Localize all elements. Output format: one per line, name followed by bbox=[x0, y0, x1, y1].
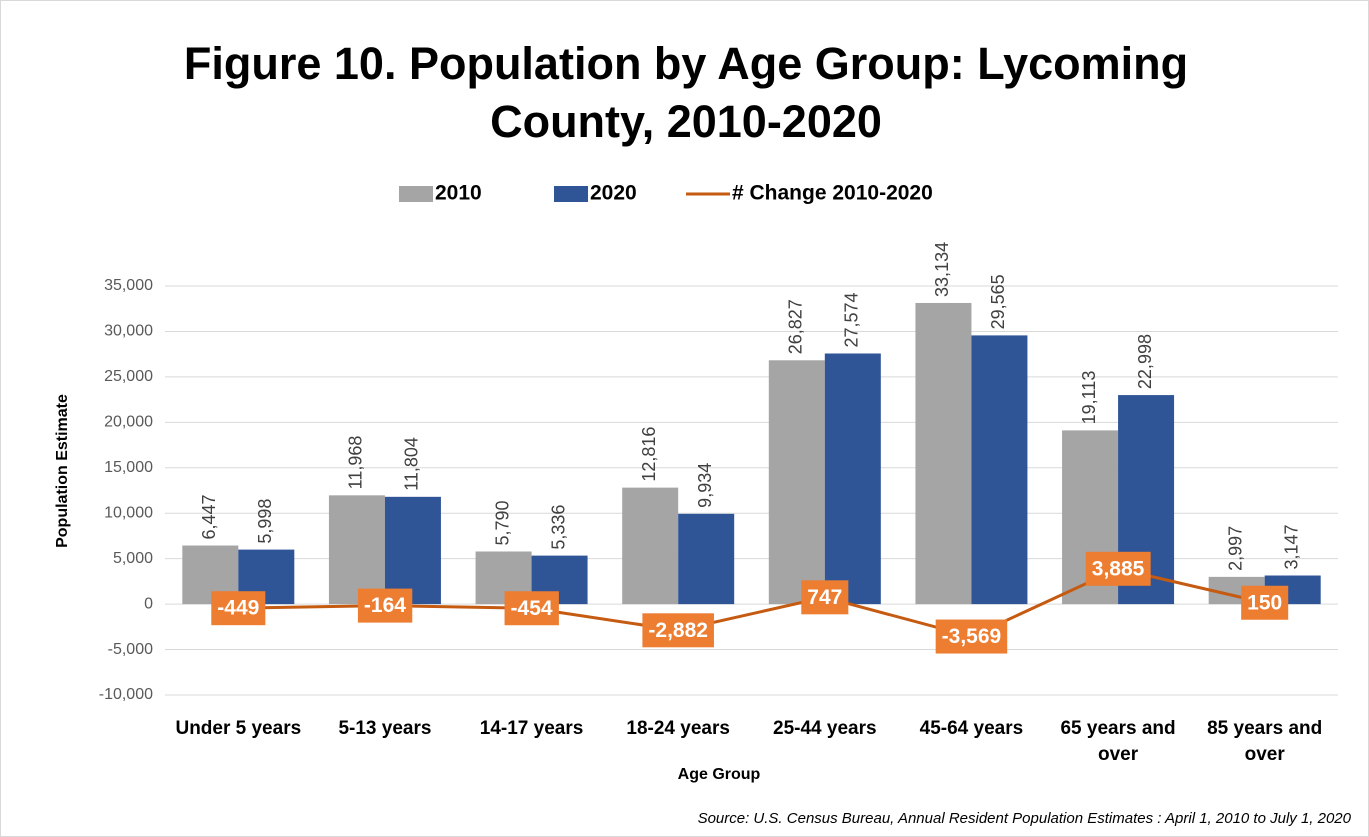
y-tick-label: 10,000 bbox=[104, 504, 153, 521]
line-value-label: 3,885 bbox=[1092, 557, 1145, 580]
y-axis-title: Population Estimate bbox=[54, 394, 71, 548]
bar-value-label: 11,804 bbox=[402, 437, 422, 491]
legend-label: # Change 2010-2020 bbox=[732, 182, 933, 205]
line-label: -164 bbox=[357, 588, 413, 623]
x-tick-label: 5-13 years bbox=[338, 718, 432, 739]
line-value-label: 747 bbox=[807, 586, 842, 609]
line-label-box bbox=[1085, 551, 1151, 586]
line-label: 747 bbox=[801, 580, 849, 615]
y-tick-label: -10,000 bbox=[99, 686, 153, 703]
x-tick-label: 65 years and over bbox=[1060, 718, 1176, 765]
legend-swatch bbox=[399, 186, 433, 202]
line-label: 150 bbox=[1241, 585, 1289, 620]
line-label-box bbox=[935, 619, 1008, 654]
line-label-box bbox=[1241, 585, 1289, 620]
y-tick-label: 5,000 bbox=[113, 550, 153, 567]
bar-value-label: 29,565 bbox=[988, 274, 1008, 329]
line-label-box bbox=[801, 580, 849, 615]
bar bbox=[678, 513, 735, 605]
bar bbox=[384, 496, 441, 605]
bar-value-label: 33,134 bbox=[932, 242, 952, 297]
bar-value-label: 5,790 bbox=[492, 500, 512, 545]
bar-value-label: 6,447 bbox=[199, 494, 219, 539]
y-tick-label: -5,000 bbox=[108, 641, 153, 658]
bar-value-label: 12,816 bbox=[639, 427, 659, 482]
y-tick-label: 15,000 bbox=[104, 459, 153, 476]
legend-label: 2010 bbox=[435, 182, 482, 205]
bar-value-label: 22,998 bbox=[1135, 334, 1155, 389]
y-tick-label: 30,000 bbox=[104, 323, 153, 340]
bar bbox=[824, 353, 881, 605]
line-value-label: -164 bbox=[364, 594, 406, 617]
line-label: -449 bbox=[211, 591, 266, 626]
bar-value-label: 5,336 bbox=[548, 505, 568, 550]
bar bbox=[622, 487, 679, 605]
x-tick-label: 18-24 years bbox=[626, 718, 730, 739]
line-value-label: -2,882 bbox=[648, 619, 708, 642]
bar-value-label: 19,113 bbox=[1079, 371, 1099, 425]
y-tick-label: 20,000 bbox=[104, 414, 153, 431]
bar-value-label: 27,574 bbox=[842, 292, 862, 347]
x-tick-label: 25-44 years bbox=[773, 718, 877, 739]
bar bbox=[915, 302, 972, 605]
y-tick-label: 0 bbox=[144, 595, 153, 612]
x-tick-label: 45-64 years bbox=[919, 718, 1024, 739]
x-tick-label: 14-17 years bbox=[479, 718, 584, 739]
legend-swatch bbox=[554, 186, 588, 202]
line-label: -3,569 bbox=[935, 619, 1008, 654]
y-tick-label: 25,000 bbox=[104, 368, 153, 385]
bar-value-label: 11,968 bbox=[346, 436, 366, 490]
line-label-box bbox=[357, 588, 413, 623]
source-note: Source: U.S. Census Bureau, Annual Resid… bbox=[698, 810, 1352, 827]
legend-label: 2020 bbox=[590, 182, 637, 205]
line-label: -2,882 bbox=[642, 613, 714, 648]
bar-value-label: 9,934 bbox=[695, 463, 715, 508]
bar bbox=[328, 495, 385, 605]
y-tick-label: 35,000 bbox=[104, 277, 153, 294]
bar-value-label: 26,827 bbox=[786, 299, 806, 354]
line-value-label: -3,569 bbox=[942, 625, 1002, 648]
chart-title: Figure 10. Population by Age Group: Lyco… bbox=[183, 38, 1189, 147]
bar bbox=[768, 360, 825, 605]
bar bbox=[971, 335, 1028, 605]
line-label-box bbox=[504, 591, 559, 626]
bar-value-label: 3,147 bbox=[1281, 524, 1301, 569]
x-tick-label: Under 5 years bbox=[175, 718, 302, 739]
line-value-label: 150 bbox=[1247, 591, 1282, 614]
line-value-label: -449 bbox=[217, 597, 259, 620]
line-label-box bbox=[642, 613, 714, 648]
line-label: 3,885 bbox=[1085, 551, 1151, 586]
line-label: -454 bbox=[504, 591, 559, 626]
bar-value-label: 2,997 bbox=[1225, 526, 1245, 571]
bar-value-label: 5,998 bbox=[255, 499, 275, 544]
x-axis-title: Age Group bbox=[678, 766, 761, 783]
line-label-box bbox=[211, 591, 266, 626]
x-tick-label: 85 years and over bbox=[1207, 718, 1323, 765]
line-value-label: -454 bbox=[511, 597, 553, 620]
